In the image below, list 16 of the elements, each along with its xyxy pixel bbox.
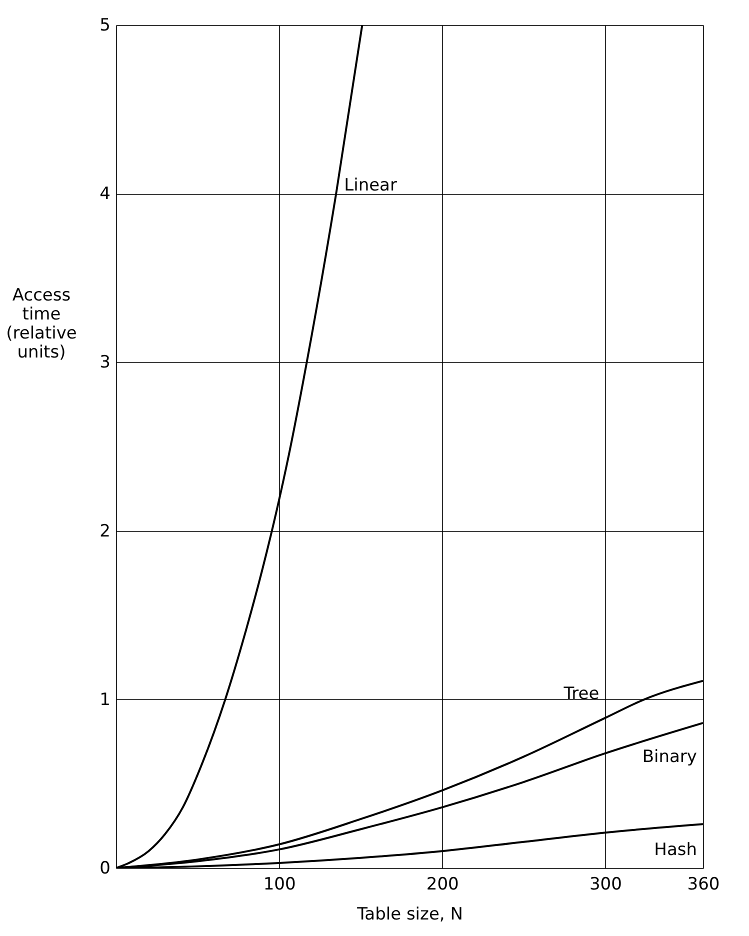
series-label: Tree xyxy=(562,684,600,704)
y-tick-label: 1 xyxy=(100,690,110,710)
y-tick-label: 0 xyxy=(100,858,110,878)
series-label: Hash xyxy=(654,840,697,860)
x-axis-title: Table size, N xyxy=(356,904,463,924)
x-tick-label: 360 xyxy=(687,874,720,894)
x-tick-label: 200 xyxy=(426,874,459,894)
series-label: Linear xyxy=(344,176,397,196)
y-tick-label: 5 xyxy=(100,16,110,36)
y-tick-label: 4 xyxy=(100,184,110,204)
x-tick-label: 300 xyxy=(589,874,622,894)
y-axis-title: Access time (relative units) xyxy=(6,285,77,362)
y-tick-label: 2 xyxy=(100,521,110,542)
x-tick-label: 100 xyxy=(263,874,296,894)
y-tick-label: 3 xyxy=(100,352,110,373)
series-label: Binary xyxy=(642,747,697,768)
